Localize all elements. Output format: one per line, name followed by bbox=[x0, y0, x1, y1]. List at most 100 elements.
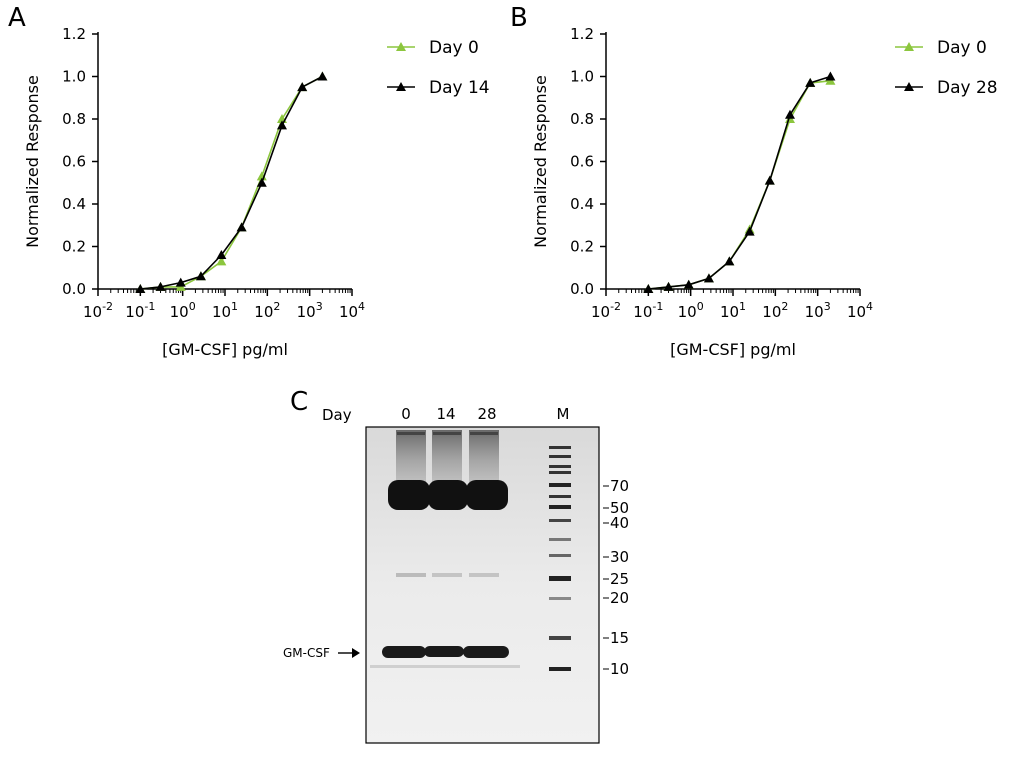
marker-band bbox=[549, 495, 571, 498]
data-point bbox=[195, 271, 206, 281]
sample-lanes bbox=[370, 430, 520, 668]
marker-band-40 bbox=[549, 519, 571, 522]
lane-14-band-top bbox=[433, 432, 461, 435]
y-axis-title: Normalized Response bbox=[23, 75, 42, 248]
marker-band bbox=[549, 446, 571, 449]
x-tick-label: 102 bbox=[254, 300, 280, 321]
marker-band bbox=[549, 538, 571, 541]
panel-letter-c: C bbox=[290, 387, 308, 417]
lane-14-major-band bbox=[428, 480, 468, 510]
data-point bbox=[663, 281, 674, 291]
marker-band-70 bbox=[549, 483, 571, 487]
gm-csf-band-label: GM-CSF bbox=[283, 646, 330, 660]
x-tick-label: 103 bbox=[805, 300, 831, 321]
data-point bbox=[256, 177, 267, 187]
lane-28-faint-band bbox=[469, 573, 499, 577]
data-point bbox=[175, 277, 186, 287]
dye-front bbox=[370, 665, 520, 668]
legend-label: Day 0 bbox=[429, 38, 479, 58]
panel-letter-b: B bbox=[510, 3, 528, 33]
y-tick-label: 0.0 bbox=[62, 280, 86, 298]
y-tick-label: 0.2 bbox=[62, 238, 86, 256]
x-tick-label: 102 bbox=[762, 300, 788, 321]
lane-14-faint-band bbox=[432, 573, 462, 577]
x-axis-title: [GM-CSF] pg/ml bbox=[162, 340, 288, 359]
marker-band bbox=[549, 471, 571, 474]
series-line-0 bbox=[648, 80, 831, 290]
marker-band-30 bbox=[549, 554, 571, 557]
y-tick-label: 0.0 bbox=[570, 280, 594, 298]
data-point bbox=[317, 71, 328, 81]
mw-label-15: 15 bbox=[610, 629, 629, 647]
series-line-1 bbox=[140, 75, 323, 290]
marker-band-50 bbox=[549, 505, 571, 509]
y-tick-label: 1.0 bbox=[62, 68, 86, 86]
marker-band-20 bbox=[549, 597, 571, 600]
lane-0-faint-band bbox=[396, 573, 426, 577]
chart-panel-a: A 0.0 0.2 0.4 0.6 0.8 1.0 1.2 10-2 10-1 100 101 102… bbox=[8, 3, 490, 359]
lane-0-band-top bbox=[397, 432, 425, 435]
data-point bbox=[297, 82, 308, 92]
y-tick-label: 1.2 bbox=[570, 25, 594, 43]
x-tick-label: 103 bbox=[297, 300, 323, 321]
data-point bbox=[643, 284, 654, 293]
series-line-0 bbox=[140, 75, 323, 290]
day-label: Day bbox=[322, 406, 352, 424]
lane-28-major-band bbox=[466, 480, 508, 510]
legend-label: Day 28 bbox=[937, 78, 998, 98]
y-tick-label: 0.2 bbox=[570, 238, 594, 256]
data-point bbox=[216, 250, 227, 259]
lane-0-gm-csf-band bbox=[382, 646, 426, 658]
gm-csf-arrow-icon bbox=[352, 648, 360, 658]
x-tick-label: 10-2 bbox=[591, 300, 621, 321]
legend-marker bbox=[396, 42, 406, 51]
data-point bbox=[764, 175, 775, 185]
legend-label: Day 14 bbox=[429, 78, 490, 98]
data-point bbox=[276, 120, 287, 130]
series-line-1 bbox=[648, 75, 831, 290]
x-tick-label: 100 bbox=[170, 300, 196, 321]
data-point bbox=[805, 77, 816, 87]
marker-band bbox=[549, 455, 571, 458]
x-tick-label: 100 bbox=[678, 300, 704, 321]
y-tick-label: 0.8 bbox=[570, 110, 594, 128]
marker-lane bbox=[549, 446, 571, 671]
legend-label: Day 0 bbox=[937, 38, 987, 58]
lane-label-day-0: 0 bbox=[401, 405, 411, 423]
x-tick-label: 104 bbox=[847, 300, 873, 321]
lane-28-gm-csf-band bbox=[463, 646, 509, 658]
mw-label-70: 70 bbox=[610, 477, 629, 495]
data-point bbox=[825, 71, 836, 81]
data-point bbox=[155, 281, 166, 291]
legend-marker bbox=[396, 82, 406, 91]
x-tick-label: 101 bbox=[720, 300, 746, 321]
lane-label-marker: M bbox=[557, 405, 570, 423]
marker-band bbox=[549, 465, 571, 468]
mw-label-10: 10 bbox=[610, 660, 629, 678]
lane-28-band-top bbox=[470, 432, 498, 435]
lane-0-major-band bbox=[388, 480, 430, 510]
marker-band-15 bbox=[549, 636, 571, 640]
y-tick-label: 1.0 bbox=[570, 68, 594, 86]
x-axis-title: [GM-CSF] pg/ml bbox=[670, 340, 796, 359]
y-axis-title: Normalized Response bbox=[531, 75, 550, 248]
x-tick-label: 10-1 bbox=[633, 300, 663, 321]
x-tick-label: 10-1 bbox=[125, 300, 155, 321]
mw-label-50: 50 bbox=[610, 499, 629, 517]
y-tick-label: 0.6 bbox=[570, 153, 594, 171]
y-tick-label: 0.8 bbox=[62, 110, 86, 128]
lane-14-gm-csf-band bbox=[424, 646, 464, 657]
mw-labels: 70 50 40 30 25 20 15 10 bbox=[603, 477, 629, 678]
gel-panel-c: C Day 0 14 28 M bbox=[283, 387, 629, 744]
data-point bbox=[744, 226, 755, 236]
y-tick-label: 0.6 bbox=[62, 153, 86, 171]
data-point bbox=[724, 256, 735, 266]
y-tick-label: 0.4 bbox=[62, 195, 86, 213]
mw-label-30: 30 bbox=[610, 548, 629, 566]
marker-band-10 bbox=[549, 667, 571, 671]
data-point bbox=[216, 256, 227, 266]
mw-label-20: 20 bbox=[610, 589, 629, 607]
legend-marker bbox=[904, 82, 914, 91]
data-point bbox=[135, 284, 146, 293]
